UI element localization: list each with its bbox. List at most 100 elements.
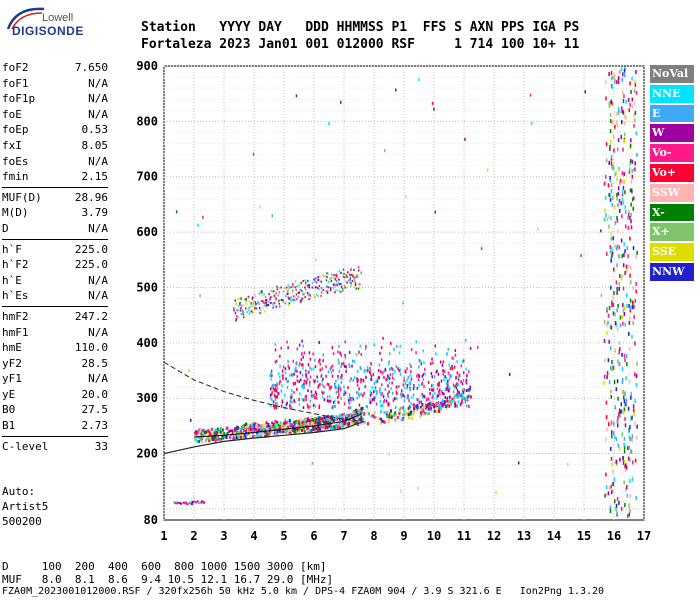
echo-dot [435,403,437,407]
echo-dot [318,340,320,344]
echo-dot [291,373,293,377]
echo-dot [461,398,464,402]
echo-dot [605,142,608,147]
echo-dot [301,339,303,343]
echo-dot [403,379,405,383]
echo-dot [303,429,306,433]
echo-dot [379,351,381,355]
echo-dot [335,423,338,427]
echo-dot [629,437,631,442]
echo-dot [323,398,326,402]
echo-dot [315,419,318,423]
echo-dot [388,360,390,364]
parameter-row: foEp 0.53 [2,122,108,138]
echo-dot [290,285,293,288]
echo-dot [439,406,442,410]
echo-dot [309,375,312,379]
echo-dot [381,419,384,423]
echo-dot [354,282,357,285]
echo-dot [193,500,196,503]
echo-dot [426,397,429,401]
parameter-value: N/A [88,221,108,235]
legend-item-x-: X+ [650,223,694,242]
autoscaler-info: Auto: Artist5 500200 [2,484,48,529]
echo-dot [196,439,199,443]
echo-dot [278,372,280,376]
echo-dot [337,387,340,391]
echo-dot [603,338,606,343]
echo-dot [410,377,413,381]
echo-dot [301,426,304,430]
echo-dot [614,405,617,410]
echo-dot [619,178,622,183]
echo-dot [605,437,607,442]
echo-dot [308,293,311,296]
echo-dot [213,431,216,435]
echo-dot [296,375,299,379]
echo-dot [624,416,626,421]
echo-dot [369,398,371,402]
parameter-value: 110.0 [74,341,108,355]
echo-dot [388,414,391,418]
echo-dot [269,393,272,397]
echo-dot [445,407,448,411]
echo-dot [372,390,375,394]
echo-dot [278,426,281,430]
echo-dot [346,276,348,279]
echo-dot [293,295,295,298]
echo-dot [322,419,325,423]
echo-dot [624,249,626,254]
echo-dot [632,404,635,409]
echo-dot [391,367,394,371]
echo-dot [293,424,296,428]
echo-dot [329,399,332,403]
echo-dot [235,303,237,306]
echo-dot [611,367,614,372]
echo-dot [366,365,369,369]
echo-dot [240,304,243,307]
echo-dot [618,245,620,250]
echo-dot [612,311,615,316]
echo-dot [460,380,462,384]
echo-dot [321,427,324,431]
echo-dot [260,294,263,297]
echo-dot [275,292,277,295]
echo-dot [286,401,289,405]
echo-dot [389,341,392,345]
echo-dot [300,424,303,428]
echo-dot [465,380,467,384]
parameter-row: foEs N/A [2,154,108,170]
echo-dot [634,110,637,115]
echo-dot [284,371,287,375]
parameter-row: fxI 8.05 [2,138,108,154]
echo-dot [616,510,618,515]
echo-dot [606,217,609,222]
echo-dot [353,359,355,363]
echo-dot [220,437,223,441]
echo-dot [409,380,411,384]
parameter-name: foF1p [2,92,36,106]
echo-dot [465,388,468,392]
echo-dot [334,277,337,280]
echo-dot [241,433,244,437]
echo-dot [609,178,612,183]
echo-dot [281,428,284,432]
echo-dot [291,393,293,397]
echo-dot [262,301,265,304]
parameter-value: 7.650 [74,61,108,74]
echo-dot [620,201,622,206]
echo-dot [635,131,638,136]
echo-dot [326,291,329,294]
echo-dot [631,76,633,81]
legend-item-noval: NoVal [650,65,694,83]
echo-dot [215,431,218,435]
echo-dot [350,406,352,410]
echo-dot [245,298,247,301]
echo-dot [443,392,445,396]
echo-dot [427,380,430,384]
echo-dot [249,306,251,309]
echo-dot [385,399,388,403]
echo-dot [307,284,309,287]
echo-dot [442,369,444,373]
echo-dot [480,247,483,251]
